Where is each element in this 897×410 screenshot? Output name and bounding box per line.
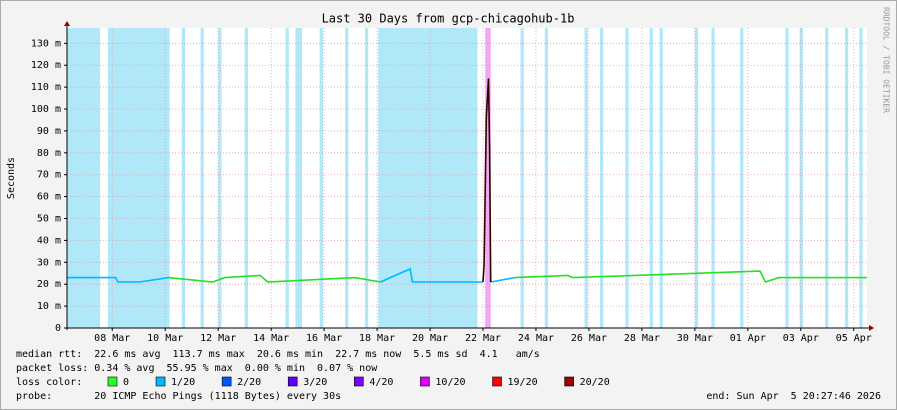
y-axis-label: Seconds — [6, 157, 17, 199]
loss-band — [200, 28, 204, 328]
legend-text: 10/20 — [435, 377, 465, 388]
stats-line: packet loss: 0.34 % avg 55.95 % max 0.00… — [16, 363, 378, 374]
loss-band — [859, 28, 863, 328]
stats-line: median rtt: 22.6 ms avg 113.7 ms max 20.… — [16, 349, 540, 360]
legend-text: 20/20 — [580, 377, 610, 388]
legend-text: 4/20 — [369, 377, 393, 388]
y-tick-label: 10 m — [37, 301, 61, 312]
loss-band — [319, 28, 323, 328]
legend-swatch — [287, 376, 298, 387]
loss-band — [740, 28, 744, 328]
loss-band — [825, 28, 829, 328]
loss-band — [295, 28, 303, 328]
y-tick-label: 80 m — [37, 148, 61, 159]
y-axis-arrow — [64, 21, 70, 26]
legend-text: 2/20 — [237, 377, 261, 388]
y-tick-label: 100 m — [31, 104, 61, 115]
y-tick-label: 70 m — [37, 170, 61, 181]
loss-band — [659, 28, 663, 328]
y-tick-label: 40 m — [37, 235, 61, 246]
y-tick-label: 110 m — [31, 82, 61, 93]
legend-text: 0 — [123, 377, 129, 388]
x-tick-label: 20 Mar — [412, 333, 448, 344]
y-tick-label: 20 m — [37, 279, 61, 290]
x-tick-label: 16 Mar — [306, 333, 342, 344]
x-tick-label: 18 Mar — [359, 333, 395, 344]
legend-text: 19/20 — [508, 377, 538, 388]
x-tick-label: 24 Mar — [518, 333, 554, 344]
probe-line: probe: 20 ICMP Echo Pings (1118 Bytes) e… — [16, 391, 341, 402]
legend-text: 3/20 — [303, 377, 327, 388]
x-tick-label: 30 Mar — [677, 333, 713, 344]
loss-band — [799, 28, 803, 328]
loss-band — [649, 28, 653, 328]
loss-band — [694, 28, 699, 328]
loss-band — [67, 28, 101, 328]
lines — [67, 78, 867, 283]
y-tick-label: 90 m — [37, 126, 61, 137]
loss-band — [378, 28, 478, 328]
loss-band — [844, 28, 849, 328]
legend-swatch — [155, 376, 166, 387]
loss-band — [520, 28, 524, 328]
loss-bands — [67, 28, 863, 328]
side-label: RRDTOOL / TOBI OETIKER — [882, 7, 891, 113]
y-tick-label: 30 m — [37, 257, 61, 268]
median-line — [482, 78, 492, 283]
end-line: end: Sun Apr 5 20:27:46 2026 — [706, 391, 881, 402]
chart-title: Last 30 Days from gcp-chicagohub-1b — [322, 12, 575, 26]
x-tick-label: 03 Apr — [783, 333, 819, 344]
legend-swatch — [492, 376, 502, 387]
grid — [67, 28, 867, 329]
loss-band — [584, 28, 588, 328]
loss-band — [785, 28, 789, 328]
y-tick-label: 130 m — [31, 38, 61, 49]
loss-band — [544, 28, 549, 328]
x-tick-label: 28 Mar — [624, 333, 660, 344]
loss-band — [181, 28, 186, 328]
legend-text: 1/20 — [171, 377, 195, 388]
loss-band — [218, 28, 222, 328]
y-tick-label: 0 — [55, 323, 61, 334]
loss-band — [285, 28, 289, 328]
y-tick-label: 120 m — [31, 60, 61, 71]
loss-band — [625, 28, 629, 328]
footer: median rtt: 22.6 ms avg 113.7 ms max 20.… — [16, 349, 881, 402]
loss-band — [244, 28, 248, 328]
x-tick-label: 26 Mar — [571, 333, 607, 344]
loss-band — [107, 28, 170, 328]
y-tick-label: 60 m — [37, 192, 61, 203]
legend-swatch — [221, 376, 232, 387]
legend-label: loss color: — [16, 377, 82, 388]
legend-swatch — [564, 376, 574, 387]
x-tick-label: 12 Mar — [200, 333, 236, 344]
loss-band — [711, 28, 715, 328]
median-line — [67, 267, 516, 283]
median-line — [168, 270, 867, 283]
x-tick-label: 22 Mar — [465, 333, 501, 344]
y-tick-label: 50 m — [37, 214, 61, 225]
x-tick-label: 10 Mar — [147, 333, 183, 344]
x-tick-label: 14 Mar — [253, 333, 289, 344]
legend-swatch — [107, 376, 118, 387]
loss-band — [485, 28, 491, 328]
loss-band — [345, 28, 349, 328]
loss-band — [599, 28, 604, 328]
x-tick-label: 08 Mar — [94, 333, 130, 344]
legend-swatch — [354, 376, 364, 387]
x-tick-label: 05 Apr — [836, 333, 872, 344]
x-axis-arrow — [869, 325, 874, 331]
legend-swatch — [420, 376, 430, 387]
loss-band — [364, 28, 369, 328]
x-tick-label: 01 Apr — [730, 333, 766, 344]
axes: 0 10 m 20 m 30 m 40 m 50 m 60 m 70 m 80 m 90 m 100… — [31, 21, 874, 344]
